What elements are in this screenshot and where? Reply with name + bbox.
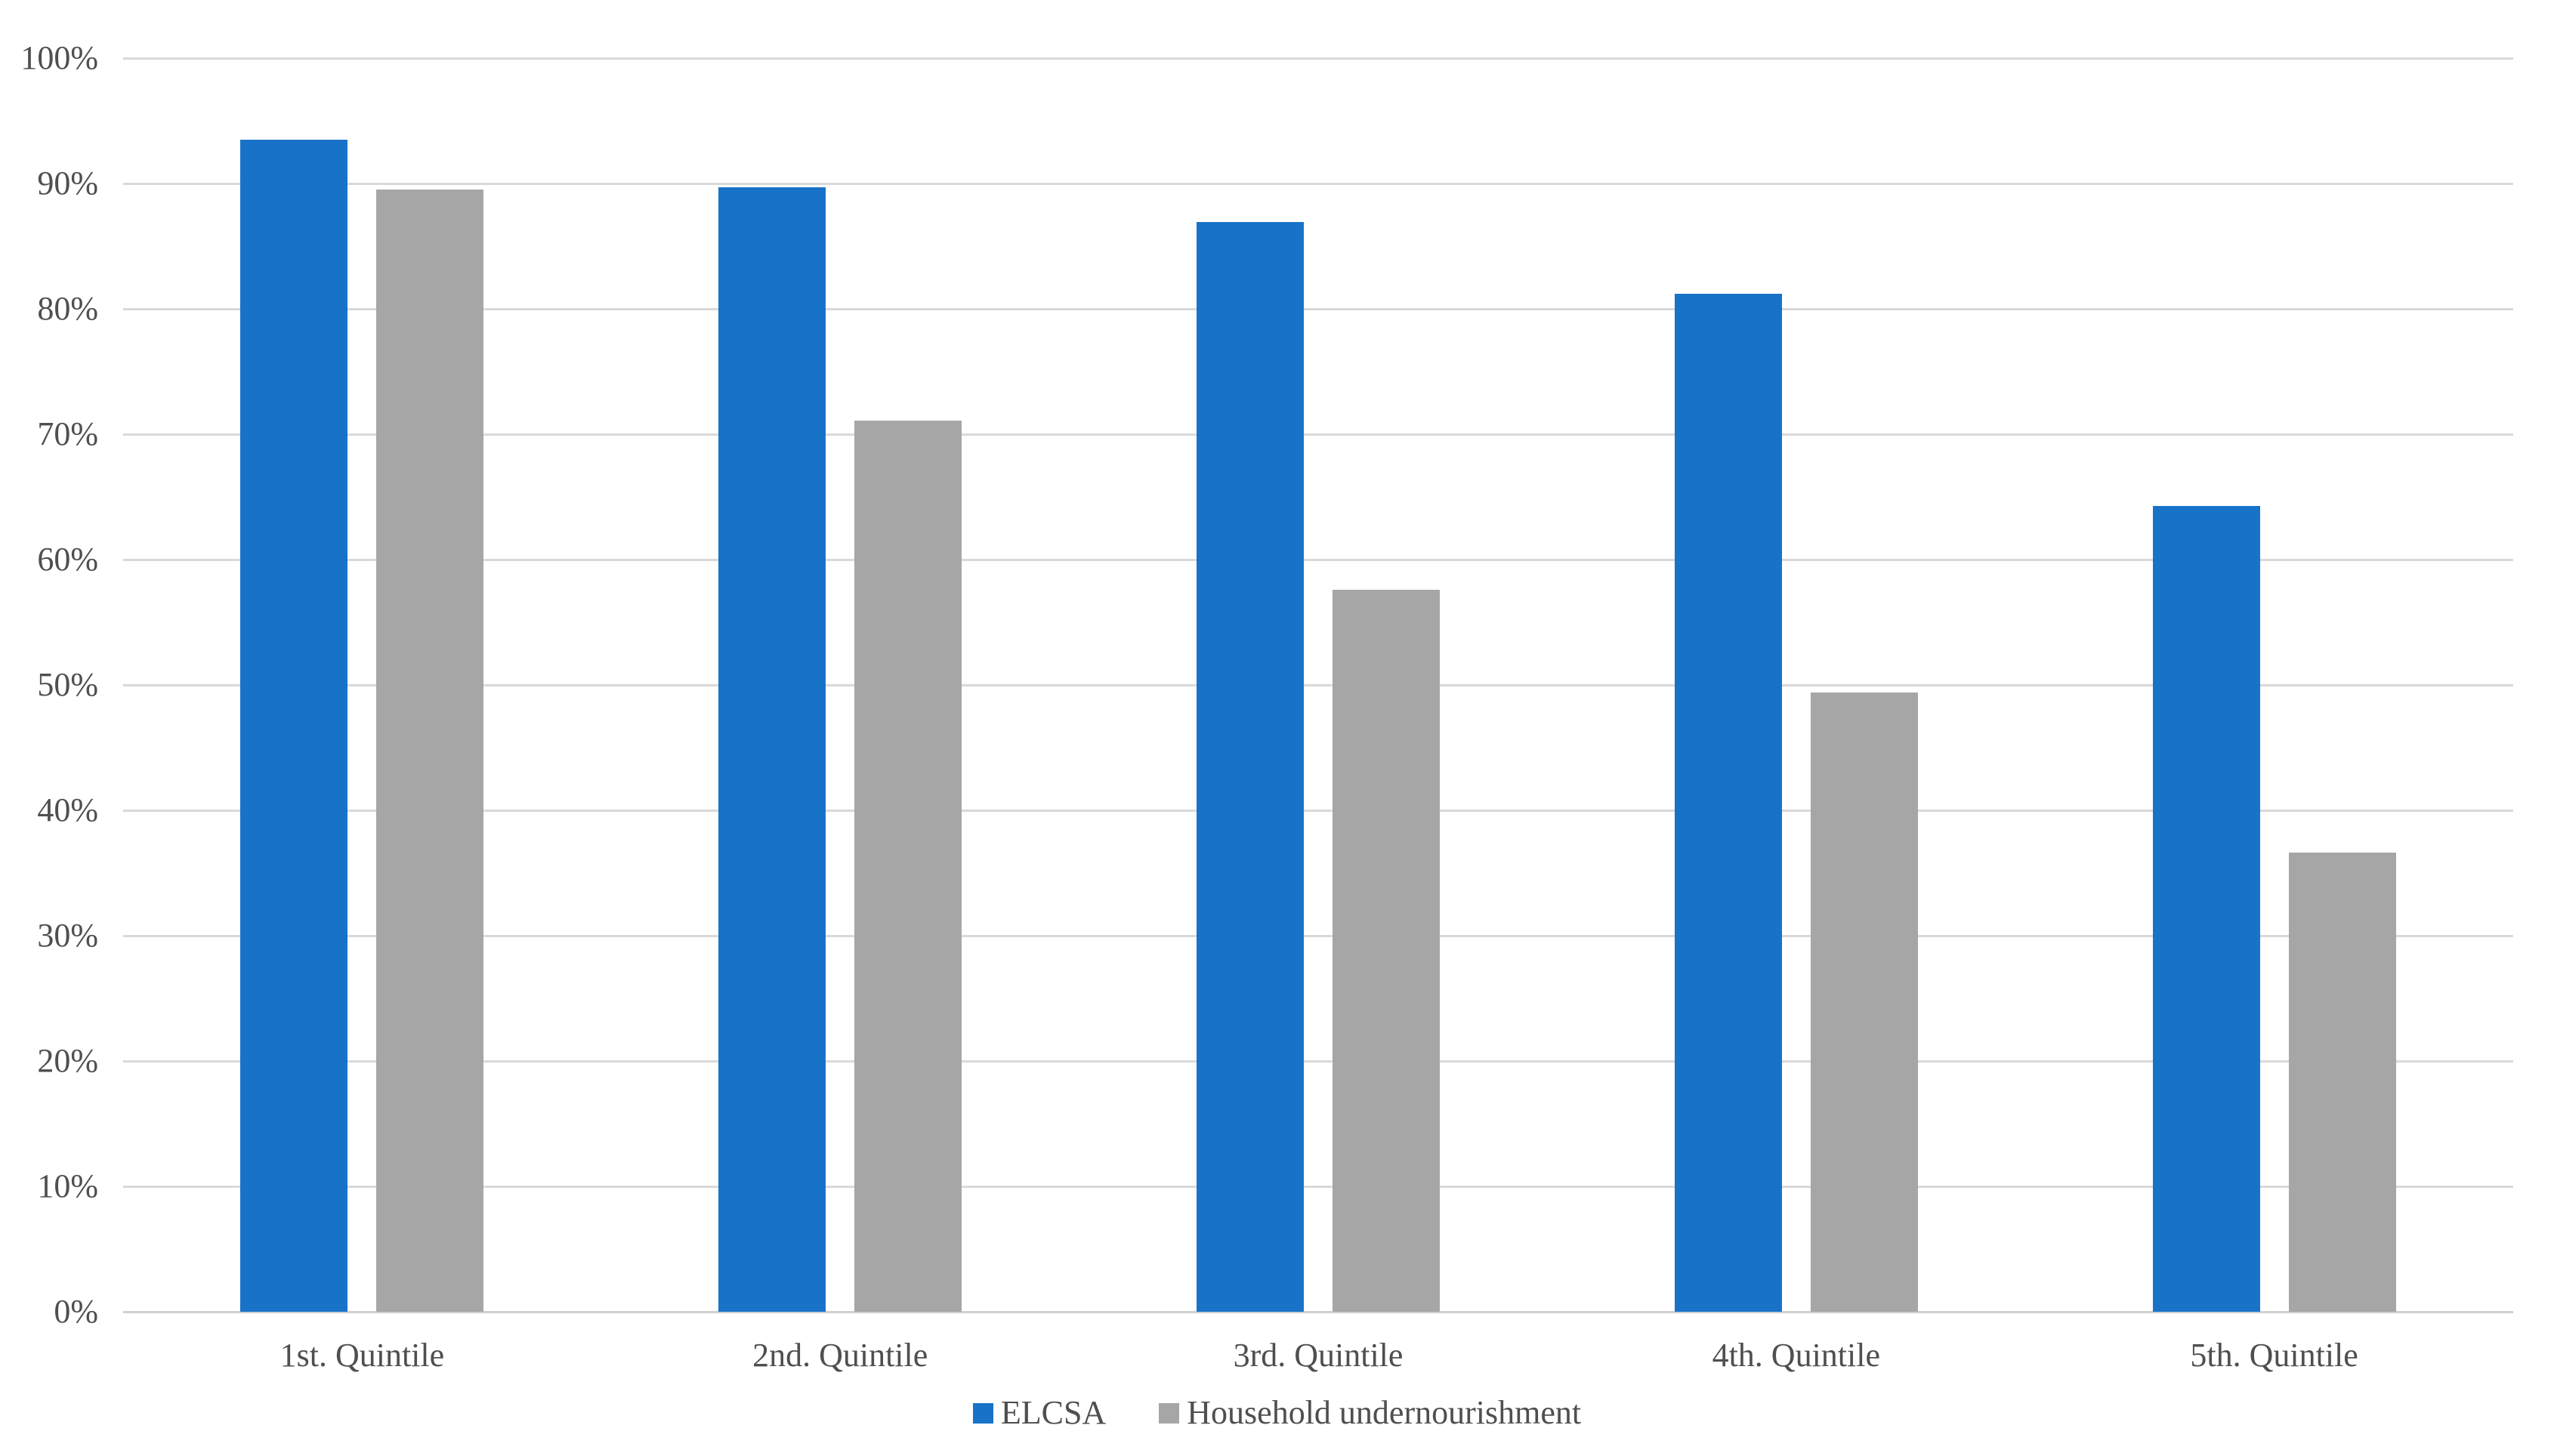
bar-elcsa-2nd-quintile (718, 187, 826, 1312)
y-tick-label-10: 10% (37, 1168, 98, 1205)
legend-item-elcsa: ELCSA (972, 1393, 1107, 1433)
x-axis-label-1st-quintile: 1st. Quintile (279, 1337, 445, 1374)
y-tick-label-90: 90% (37, 165, 98, 202)
gridline-100 (123, 57, 2513, 60)
y-tick-label-0: 0% (54, 1293, 98, 1330)
x-axis-baseline (123, 1310, 2513, 1313)
gridline-80 (123, 307, 2513, 310)
gridline-10 (123, 1185, 2513, 1188)
bar-household-undernourishment-5th-quintile (2288, 853, 2396, 1312)
gridline-60 (123, 558, 2513, 561)
legend-swatch-household-undernourishment (1159, 1402, 1180, 1424)
x-axis-label-3rd-quintile: 3rd. Quintile (1233, 1337, 1404, 1374)
gridline-20 (123, 1060, 2513, 1063)
bar-household-undernourishment-3rd-quintile (1333, 589, 1440, 1312)
x-axis-label-4th-quintile: 4th. Quintile (1712, 1337, 1881, 1374)
gridline-90 (123, 182, 2513, 185)
x-axis-label-5th-quintile: 5th. Quintile (2190, 1337, 2358, 1374)
y-tick-label-50: 50% (37, 666, 98, 703)
bar-household-undernourishment-2nd-quintile (854, 420, 962, 1312)
bar-elcsa-4th-quintile (1674, 294, 1782, 1312)
gridline-30 (123, 934, 2513, 937)
y-tick-label-60: 60% (37, 541, 98, 578)
y-tick-label-20: 20% (37, 1042, 98, 1079)
legend-label-elcsa: ELCSA (1000, 1394, 1107, 1431)
bar-elcsa-3rd-quintile (1197, 222, 1304, 1312)
legend-item-household-undernourishment: Household undernourishment (1159, 1393, 1581, 1433)
x-axis-label-2nd-quintile: 2nd. Quintile (752, 1337, 928, 1374)
y-tick-label-40: 40% (37, 791, 98, 828)
bar-elcsa-5th-quintile (2152, 505, 2260, 1312)
legend: ELCSA Household undernourishment (0, 1393, 2554, 1433)
legend-swatch-elcsa (972, 1402, 993, 1424)
y-tick-label-30: 30% (37, 917, 98, 954)
bar-elcsa-1st-quintile (240, 139, 348, 1312)
legend-label-household-undernourishment: Household undernourishment (1187, 1394, 1582, 1431)
gridline-40 (123, 809, 2513, 812)
y-tick-label-70: 70% (37, 415, 98, 452)
y-tick-label-100: 100% (20, 39, 98, 76)
bar-household-undernourishment-4th-quintile (1810, 692, 1918, 1312)
gridline-70 (123, 433, 2513, 436)
bar-household-undernourishment-1st-quintile (376, 190, 484, 1312)
y-tick-label-80: 80% (37, 290, 98, 327)
gridline-50 (123, 683, 2513, 686)
